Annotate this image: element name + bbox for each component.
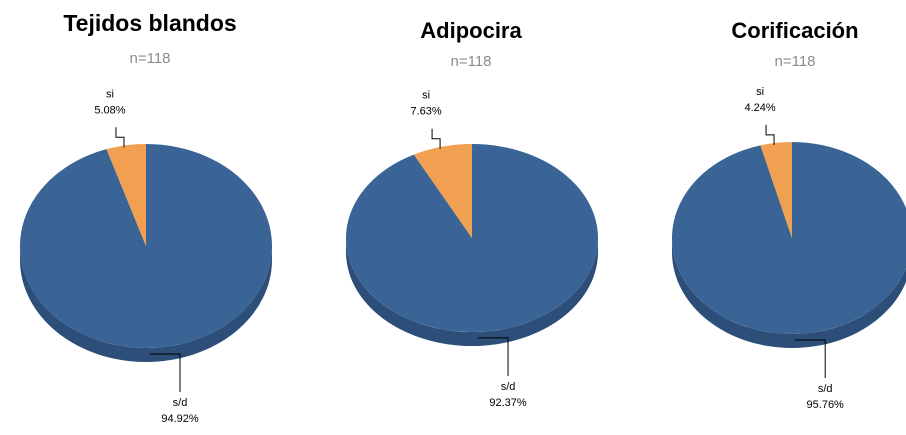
leader-line-si	[115, 127, 125, 148]
slice-value-si: 7.63%	[410, 106, 441, 118]
leader-line-sd	[478, 337, 509, 376]
slice-value-sd: 92.37%	[489, 397, 527, 409]
pie-slice-si	[106, 144, 146, 246]
pie-slice-sd	[20, 144, 273, 349]
pie-slice-si	[413, 144, 472, 238]
slice-label-sd: s/d	[818, 383, 833, 395]
slice-label-si: si	[756, 86, 764, 98]
leader-line-si	[765, 124, 775, 145]
chart-title: Corificación	[731, 18, 858, 43]
slice-label-si: si	[106, 88, 114, 100]
leader-line-si	[431, 128, 441, 149]
pie-slice-si	[760, 142, 792, 238]
slice-label-si: si	[422, 90, 430, 102]
slice-value-sd: 94.92%	[161, 413, 199, 425]
pie-chart-2: Adipocira n=118 si 7.63% s/d 92.37%	[346, 18, 599, 409]
pie-slice-sd	[346, 144, 599, 332]
pie-chart-3: Corificación n=118 si 4.24% s/d 95.76%	[672, 18, 906, 411]
chart-subtitle: n=118	[450, 53, 491, 70]
slice-label-sd: s/d	[501, 381, 516, 393]
pie-slice-sd	[672, 142, 906, 334]
chart-subtitle: n=118	[129, 50, 170, 67]
slice-value-si: 5.08%	[94, 104, 125, 116]
leader-line-sd	[795, 339, 826, 378]
chart-title: Adipocira	[420, 18, 522, 43]
leader-line-sd	[150, 353, 181, 392]
slice-value-si: 4.24%	[744, 102, 775, 114]
chart-subtitle: n=118	[774, 53, 815, 70]
slice-value-sd: 95.76%	[807, 399, 845, 411]
pie-side-sd	[672, 238, 906, 348]
pie-chart-1: Tejidos blandos n=118 si 5.08% s/d 94.92%	[20, 10, 273, 425]
slice-label-sd: s/d	[173, 397, 188, 409]
chart-title: Tejidos blandos	[63, 10, 236, 36]
